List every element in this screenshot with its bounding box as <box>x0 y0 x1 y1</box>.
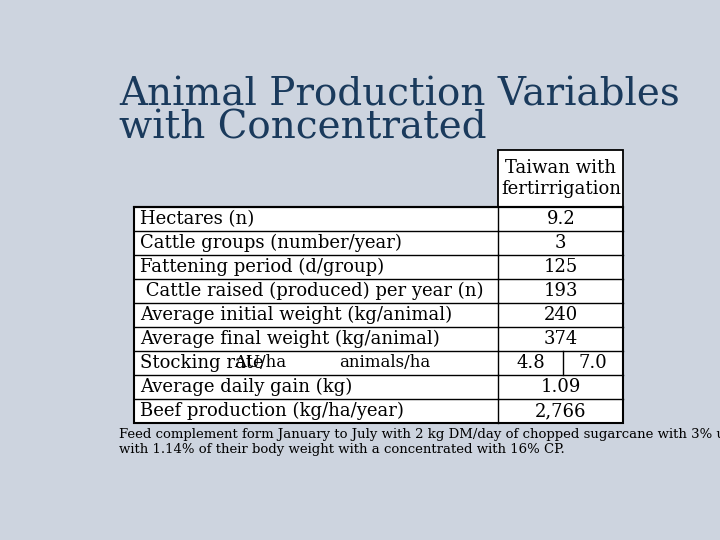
Text: with Concentrated: with Concentrated <box>120 110 487 146</box>
Text: Cattle raised (produced) per year (n): Cattle raised (produced) per year (n) <box>140 282 484 300</box>
Text: 3: 3 <box>555 234 567 252</box>
Text: Fattening period (d/group): Fattening period (d/group) <box>140 258 384 276</box>
Text: Hectares (n): Hectares (n) <box>140 210 255 228</box>
Text: 1.09: 1.09 <box>541 378 581 396</box>
Text: Average daily gain (kg): Average daily gain (kg) <box>140 378 353 396</box>
Text: 125: 125 <box>544 258 578 276</box>
Text: 7.0: 7.0 <box>579 354 608 372</box>
Text: 374: 374 <box>544 330 578 348</box>
Bar <box>498 150 624 207</box>
Text: Animal Production Variables: Animal Production Variables <box>120 76 680 113</box>
Bar <box>134 207 624 423</box>
Text: Average final weight (kg/animal): Average final weight (kg/animal) <box>140 330 440 348</box>
Text: AU/ha: AU/ha <box>235 354 287 372</box>
Text: 9.2: 9.2 <box>546 210 575 228</box>
Text: Feed complement form January to July with 2 kg DM/day of chopped sugarcane with : Feed complement form January to July wit… <box>120 428 720 456</box>
Text: 2,766: 2,766 <box>535 402 587 420</box>
Text: Average initial weight (kg/animal): Average initial weight (kg/animal) <box>140 306 452 324</box>
Text: Cattle groups (number/year): Cattle groups (number/year) <box>140 234 402 252</box>
Text: animals/ha: animals/ha <box>339 354 430 372</box>
Text: 193: 193 <box>544 282 578 300</box>
Text: 4.8: 4.8 <box>516 354 545 372</box>
Text: Beef production (kg/ha/year): Beef production (kg/ha/year) <box>140 402 404 420</box>
Bar <box>134 207 624 423</box>
Text: Taiwan with
fertirrigation: Taiwan with fertirrigation <box>501 159 621 198</box>
Text: 240: 240 <box>544 306 578 324</box>
Text: Stocking rate: Stocking rate <box>140 354 264 372</box>
